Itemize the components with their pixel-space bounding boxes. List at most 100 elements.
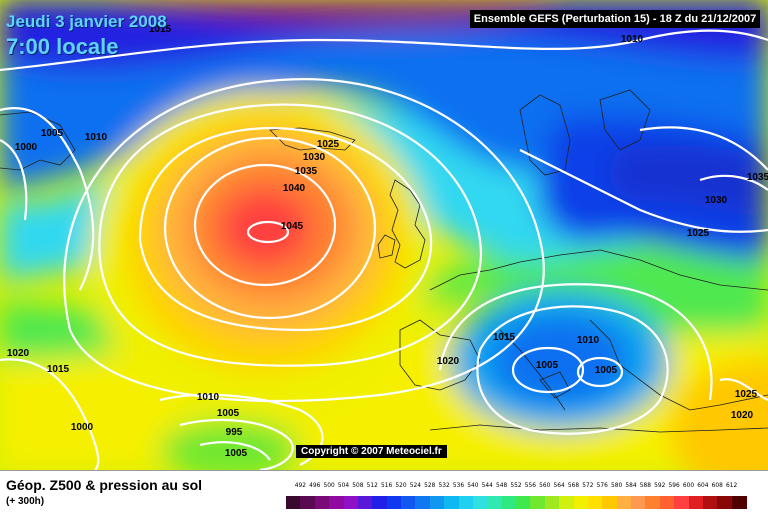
isobar-label: 1015: [149, 24, 172, 35]
legend-swatch: [645, 496, 661, 509]
model-run-info: Ensemble GEFS (Perturbation 15) - 18 Z d…: [470, 10, 760, 28]
legend-tick-label: 612: [726, 481, 738, 489]
isobar-label: 1020: [731, 410, 754, 421]
isobar-label: 1035: [295, 166, 318, 177]
isobar-label: 1025: [317, 139, 340, 150]
legend-swatch: [357, 496, 373, 509]
isobar-label: 1005: [595, 365, 618, 376]
isobar-label: 1005: [536, 360, 559, 371]
legend-swatch: [329, 496, 344, 509]
legend-swatch: [372, 496, 388, 509]
isobar-label: 1010: [85, 132, 108, 143]
legend-swatch: [487, 496, 503, 509]
isobar-labels: 1015 1010 1005 1010 1000 1025 1030 1035 1040 1045…: [7, 24, 768, 459]
legend-swatch: [386, 496, 402, 509]
legend-swatch: [616, 496, 632, 509]
legend-swatch: [472, 496, 488, 509]
legend-swatch: [415, 496, 431, 509]
legend-swatch: [702, 496, 718, 509]
legend-tick-label: 572: [582, 481, 594, 489]
legend-tick-label: 552: [510, 481, 522, 489]
isobar-label: 1015: [493, 332, 516, 343]
legend-swatch: [544, 496, 560, 509]
legend-swatch: [631, 496, 646, 509]
legend-tick-label: 608: [711, 481, 723, 489]
legend-tick-label: 600: [682, 481, 695, 489]
legend-swatch: [300, 496, 316, 509]
isobar-label: 1010: [577, 335, 600, 346]
legend-swatch: [587, 496, 603, 509]
legend-swatch: [602, 496, 618, 509]
legend-tick-label: 516: [381, 481, 393, 489]
geopotential-field: [0, 0, 768, 470]
legend-swatch: [717, 496, 733, 509]
forecast-lead-time: (+ 300h): [6, 496, 45, 507]
isobar-label: 1020: [7, 348, 30, 359]
legend-tick-label: 504: [337, 481, 350, 489]
legend-tick-label: 500: [323, 481, 335, 489]
forecast-date: Jeudi 3 janvier 2008: [6, 12, 167, 31]
legend-tick-label: 492: [294, 481, 306, 489]
footer: Géop. Z500 & pression au sol (+ 300h) 49…: [0, 470, 768, 512]
legend-tick-label: 596: [668, 481, 680, 489]
isobar-label: 1010: [197, 392, 220, 403]
legend-tick-label: 524: [409, 481, 421, 489]
legend-tick-label: 564: [553, 481, 565, 489]
isobar-label: 1030: [303, 152, 326, 163]
legend-swatch: [286, 496, 301, 509]
legend-swatch: [444, 496, 459, 509]
legend-tick-label: 540: [467, 481, 479, 489]
legend-tick-label: 544: [481, 481, 493, 489]
legend-tick-label: 604: [697, 481, 709, 489]
isobar-label: 1040: [283, 183, 306, 194]
isobar-label: 1005: [41, 128, 64, 139]
isobar-label: 1025: [687, 228, 710, 239]
isobar-label: 1035: [747, 172, 768, 183]
isobar-label: 1015: [47, 364, 70, 375]
legend-swatch: [516, 496, 531, 509]
isobar-label: 1020: [437, 356, 460, 367]
legend-tick-label: 508: [352, 481, 364, 489]
weather-map: 1015 1010 1005 1010 1000 1025 1030 1035 1040 1045…: [0, 0, 768, 470]
legend-swatch: [530, 496, 546, 509]
legend-swatch: [573, 496, 589, 509]
legend-tick-label: 584: [625, 481, 637, 489]
isobar-label: 1005: [217, 408, 240, 419]
legend-tick-label: 568: [567, 481, 580, 489]
isobar-label: 995: [226, 427, 243, 438]
legend-tick-label: 592: [654, 481, 666, 489]
color-scale-legend: 492 496 500 504 508 512 516 520 524 528 532 536 540 5…: [286, 479, 747, 511]
isobar-label: 1000: [71, 422, 94, 433]
legend-swatch: [343, 496, 359, 509]
copyright-notice: Copyright © 2007 Meteociel.fr: [296, 445, 447, 458]
isobar-label: 1030: [705, 195, 728, 206]
legend-swatch: [659, 496, 675, 509]
isobars: [0, 29, 768, 470]
legend-swatch: [501, 496, 517, 509]
legend-tick-label: 560: [539, 481, 551, 489]
isobar-label: 1005: [225, 448, 248, 459]
legend-tick-label: 588: [639, 481, 651, 489]
legend-swatch: [559, 496, 574, 509]
legend-tick-label: 576: [596, 481, 608, 489]
legend-tick-label: 536: [452, 481, 465, 489]
isobar-label: 1025: [735, 389, 758, 400]
legend-tick-label: 548: [496, 481, 508, 489]
legend-tick-label: 580: [611, 481, 623, 489]
legend-tick-label: 520: [395, 481, 407, 489]
forecast-time: 7:00 locale: [6, 34, 119, 59]
isobar-label: 1000: [15, 142, 38, 153]
legend-tick-label: 532: [438, 481, 450, 489]
legend-tick-label: 496: [309, 481, 321, 489]
legend-swatch: [314, 496, 330, 509]
legend-tick-label: 528: [424, 481, 436, 489]
isobar-label: 1045: [281, 221, 304, 232]
legend-swatch: [731, 496, 747, 509]
legend-swatch: [401, 496, 416, 509]
legend-swatch: [688, 496, 704, 509]
legend-tick-label: 512: [366, 481, 378, 489]
legend-swatch: [674, 496, 689, 509]
chart-title: Géop. Z500 & pression au sol: [6, 477, 203, 493]
legend-tick-label: 556: [524, 481, 536, 489]
